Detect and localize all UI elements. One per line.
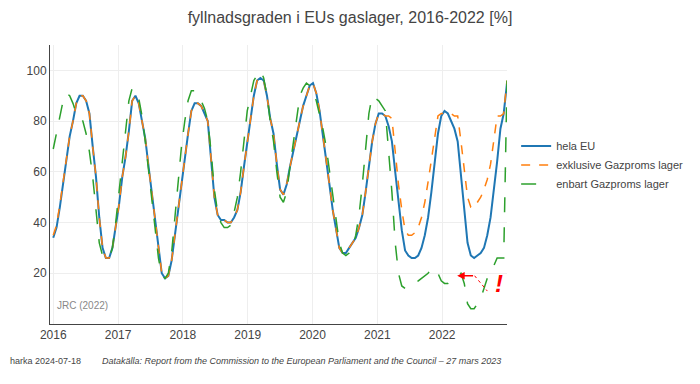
svg-text:100: 100	[27, 64, 47, 78]
svg-text:2020: 2020	[299, 328, 326, 342]
svg-text:60: 60	[33, 165, 47, 179]
svg-text:80: 80	[33, 114, 47, 128]
svg-text:enbart Gazproms lager: enbart Gazproms lager	[556, 178, 669, 190]
svg-text:2017: 2017	[105, 328, 132, 342]
svg-text:2016: 2016	[40, 328, 67, 342]
svg-text:2018: 2018	[170, 328, 197, 342]
svg-text:!: !	[495, 270, 503, 297]
svg-text:2019: 2019	[234, 328, 261, 342]
svg-text:fyllnadsgraden i EUs gaslager,: fyllnadsgraden i EUs gaslager, 2016-2022…	[188, 9, 513, 26]
svg-text:20: 20	[33, 266, 47, 280]
svg-text:2021: 2021	[364, 328, 391, 342]
svg-text:hela EU: hela EU	[556, 140, 595, 152]
svg-text:Datakälla: Report from the Com: Datakälla: Report from the Commission to…	[102, 356, 501, 366]
svg-text:harka 2024-07-18: harka 2024-07-18	[10, 356, 81, 366]
svg-text:40: 40	[33, 216, 47, 230]
svg-text:JRC (2022): JRC (2022)	[57, 300, 108, 311]
svg-text:2022: 2022	[429, 328, 456, 342]
svg-text:exklusive Gazproms lager: exklusive Gazproms lager	[556, 159, 683, 171]
